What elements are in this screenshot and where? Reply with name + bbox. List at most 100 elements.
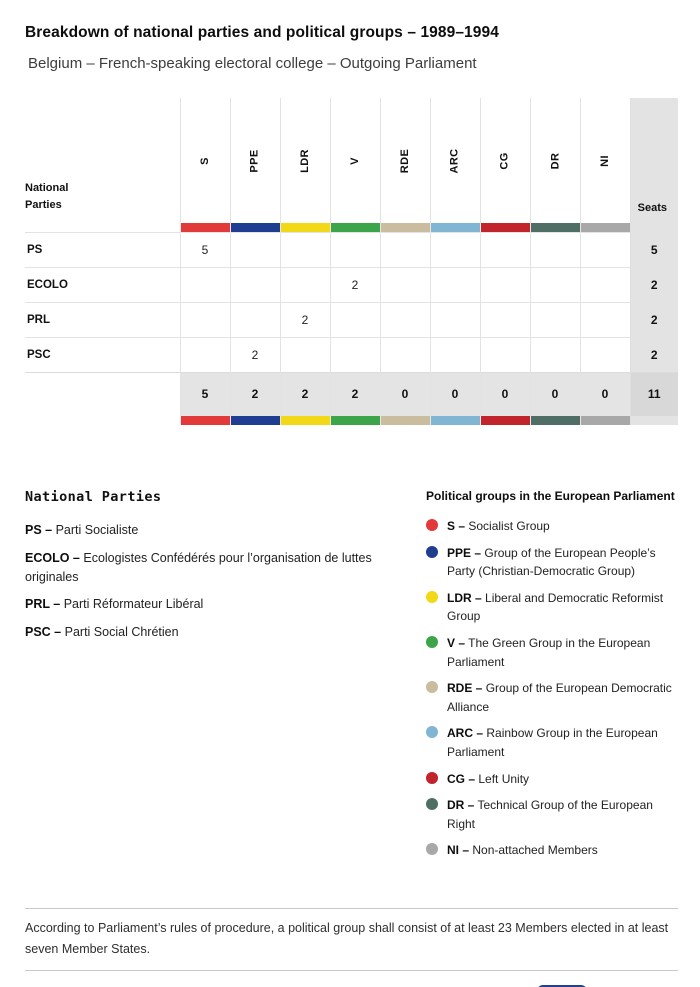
seat-cell bbox=[429, 266, 480, 302]
divider bbox=[25, 907, 678, 909]
group-color-bar-row-bottom bbox=[25, 416, 678, 425]
row-seats-total: 2 bbox=[629, 266, 678, 302]
political-groups-legend-title: Political groups in the European Parliam… bbox=[426, 489, 675, 503]
group-color-bar bbox=[429, 416, 480, 425]
table-row-prl: PRL 2 2 bbox=[25, 301, 678, 337]
group-color-dot bbox=[426, 681, 438, 694]
seat-cell bbox=[529, 301, 580, 337]
results-table: National Parties S PPE LDR V RDE ARC CG … bbox=[25, 98, 678, 425]
seat-cell bbox=[429, 336, 480, 372]
seat-cell bbox=[579, 231, 630, 267]
seat-cell: 5 bbox=[179, 231, 230, 267]
group-color-bar bbox=[229, 223, 280, 232]
group-code: DR bbox=[548, 152, 561, 169]
party-legend-item: PS – Parti Socialiste bbox=[25, 523, 139, 537]
group-color-bar bbox=[229, 416, 280, 425]
page-title: Breakdown of national parties and politi… bbox=[25, 24, 499, 41]
group-legend-item: LDR – Liberal and Democratic Reformist G… bbox=[426, 589, 678, 626]
table-row-ps: PS 5 5 bbox=[25, 231, 678, 267]
seat-cell bbox=[229, 266, 280, 302]
group-color-dot bbox=[426, 843, 438, 856]
group-legend-item: ARC – Rainbow Group in the European Parl… bbox=[426, 724, 678, 761]
seat-cell bbox=[329, 301, 380, 337]
party-legend-item: ECOLO – Ecologistes Confédérés pour l’or… bbox=[25, 550, 372, 584]
divider bbox=[25, 970, 678, 972]
group-legend-item: PPE – Group of the European People’s Par… bbox=[426, 544, 678, 581]
seats-header: Seats bbox=[629, 98, 678, 223]
group-header-cg: CG bbox=[479, 98, 530, 223]
group-code: S bbox=[199, 156, 211, 165]
seat-cell bbox=[379, 301, 430, 337]
group-color-dot bbox=[426, 519, 438, 531]
seat-cell bbox=[179, 301, 230, 337]
seat-cell: 2 bbox=[279, 301, 330, 337]
total-cell: 0 bbox=[429, 371, 480, 416]
seat-cell bbox=[179, 336, 230, 372]
group-header-ldr: LDR bbox=[279, 98, 330, 223]
group-code: PPE bbox=[249, 148, 261, 173]
group-color-dot bbox=[426, 726, 438, 739]
group-color-dot bbox=[426, 771, 438, 784]
legend-section: National Parties PS – Parti Socialiste E… bbox=[25, 489, 678, 868]
group-header-arc: ARC bbox=[429, 98, 480, 223]
party-legend-item: PRL – Parti Réformateur Libéral bbox=[25, 597, 204, 612]
procedure-note: According to Parliament’s rules of proce… bbox=[25, 920, 669, 956]
group-color-bar bbox=[379, 416, 430, 425]
seat-cell bbox=[429, 231, 480, 267]
group-color-dot bbox=[426, 590, 438, 603]
total-cell: 0 bbox=[529, 371, 580, 416]
group-color-bar bbox=[479, 223, 530, 232]
group-legend-item: CG – Left Unity bbox=[426, 770, 678, 789]
group-color-bar bbox=[329, 416, 380, 425]
group-color-bar-row bbox=[25, 223, 678, 232]
group-header-rde: RDE bbox=[379, 98, 430, 223]
seat-cell: 2 bbox=[329, 266, 380, 302]
group-code: ARC bbox=[448, 147, 461, 174]
table-row-psc: PSC 2 2 bbox=[25, 336, 678, 372]
national-parties-legend-title: National Parties bbox=[25, 489, 162, 505]
seat-cell bbox=[479, 231, 530, 267]
group-header-ppe: PPE bbox=[229, 98, 280, 223]
political-groups-legend: Political groups in the European Parliam… bbox=[426, 489, 678, 868]
group-color-bar bbox=[329, 223, 380, 232]
row-seats-total: 2 bbox=[629, 301, 678, 337]
seat-cell bbox=[279, 231, 330, 267]
seat-cell bbox=[479, 336, 530, 372]
total-cell: 0 bbox=[579, 371, 630, 416]
seat-cell bbox=[379, 231, 430, 267]
group-color-dot bbox=[426, 545, 438, 558]
group-color-bar bbox=[429, 223, 480, 232]
seat-cell bbox=[529, 336, 580, 372]
seat-cell bbox=[529, 266, 580, 302]
seat-cell bbox=[329, 336, 380, 372]
national-parties-header: National Parties bbox=[25, 181, 69, 211]
group-header-ni: NI bbox=[579, 98, 630, 223]
page-subtitle: Belgium – French-speaking electoral coll… bbox=[28, 55, 477, 72]
total-cell: 2 bbox=[229, 371, 280, 416]
group-legend-item: DR – Technical Group of the European Rig… bbox=[426, 796, 678, 833]
seat-cell: 2 bbox=[229, 336, 280, 372]
table-row-ecolo: ECOLO 2 2 bbox=[25, 266, 678, 302]
party-name: PRL bbox=[25, 301, 180, 337]
group-color-dot bbox=[426, 635, 438, 648]
group-color-bar bbox=[529, 223, 580, 232]
seat-cell bbox=[579, 301, 630, 337]
row-seats-total: 5 bbox=[629, 231, 678, 267]
group-header-dr: DR bbox=[529, 98, 580, 223]
grand-total-seats: 11 bbox=[629, 371, 678, 416]
table-header-row: National Parties S PPE LDR V RDE ARC CG … bbox=[25, 98, 678, 223]
group-code: LDR bbox=[299, 148, 311, 173]
seat-cell bbox=[379, 266, 430, 302]
group-color-bar bbox=[379, 223, 430, 232]
group-color-bar bbox=[579, 223, 630, 232]
group-legend-item: RDE – Group of the European Democratic A… bbox=[426, 679, 678, 716]
seat-cell bbox=[579, 266, 630, 302]
group-color-bar bbox=[579, 416, 630, 425]
party-name: PSC bbox=[25, 336, 180, 372]
seat-cell bbox=[229, 231, 280, 267]
row-seats-total: 2 bbox=[629, 336, 678, 372]
seat-cell bbox=[529, 231, 580, 267]
group-color-bar bbox=[529, 416, 580, 425]
group-header-v: V bbox=[329, 98, 380, 223]
